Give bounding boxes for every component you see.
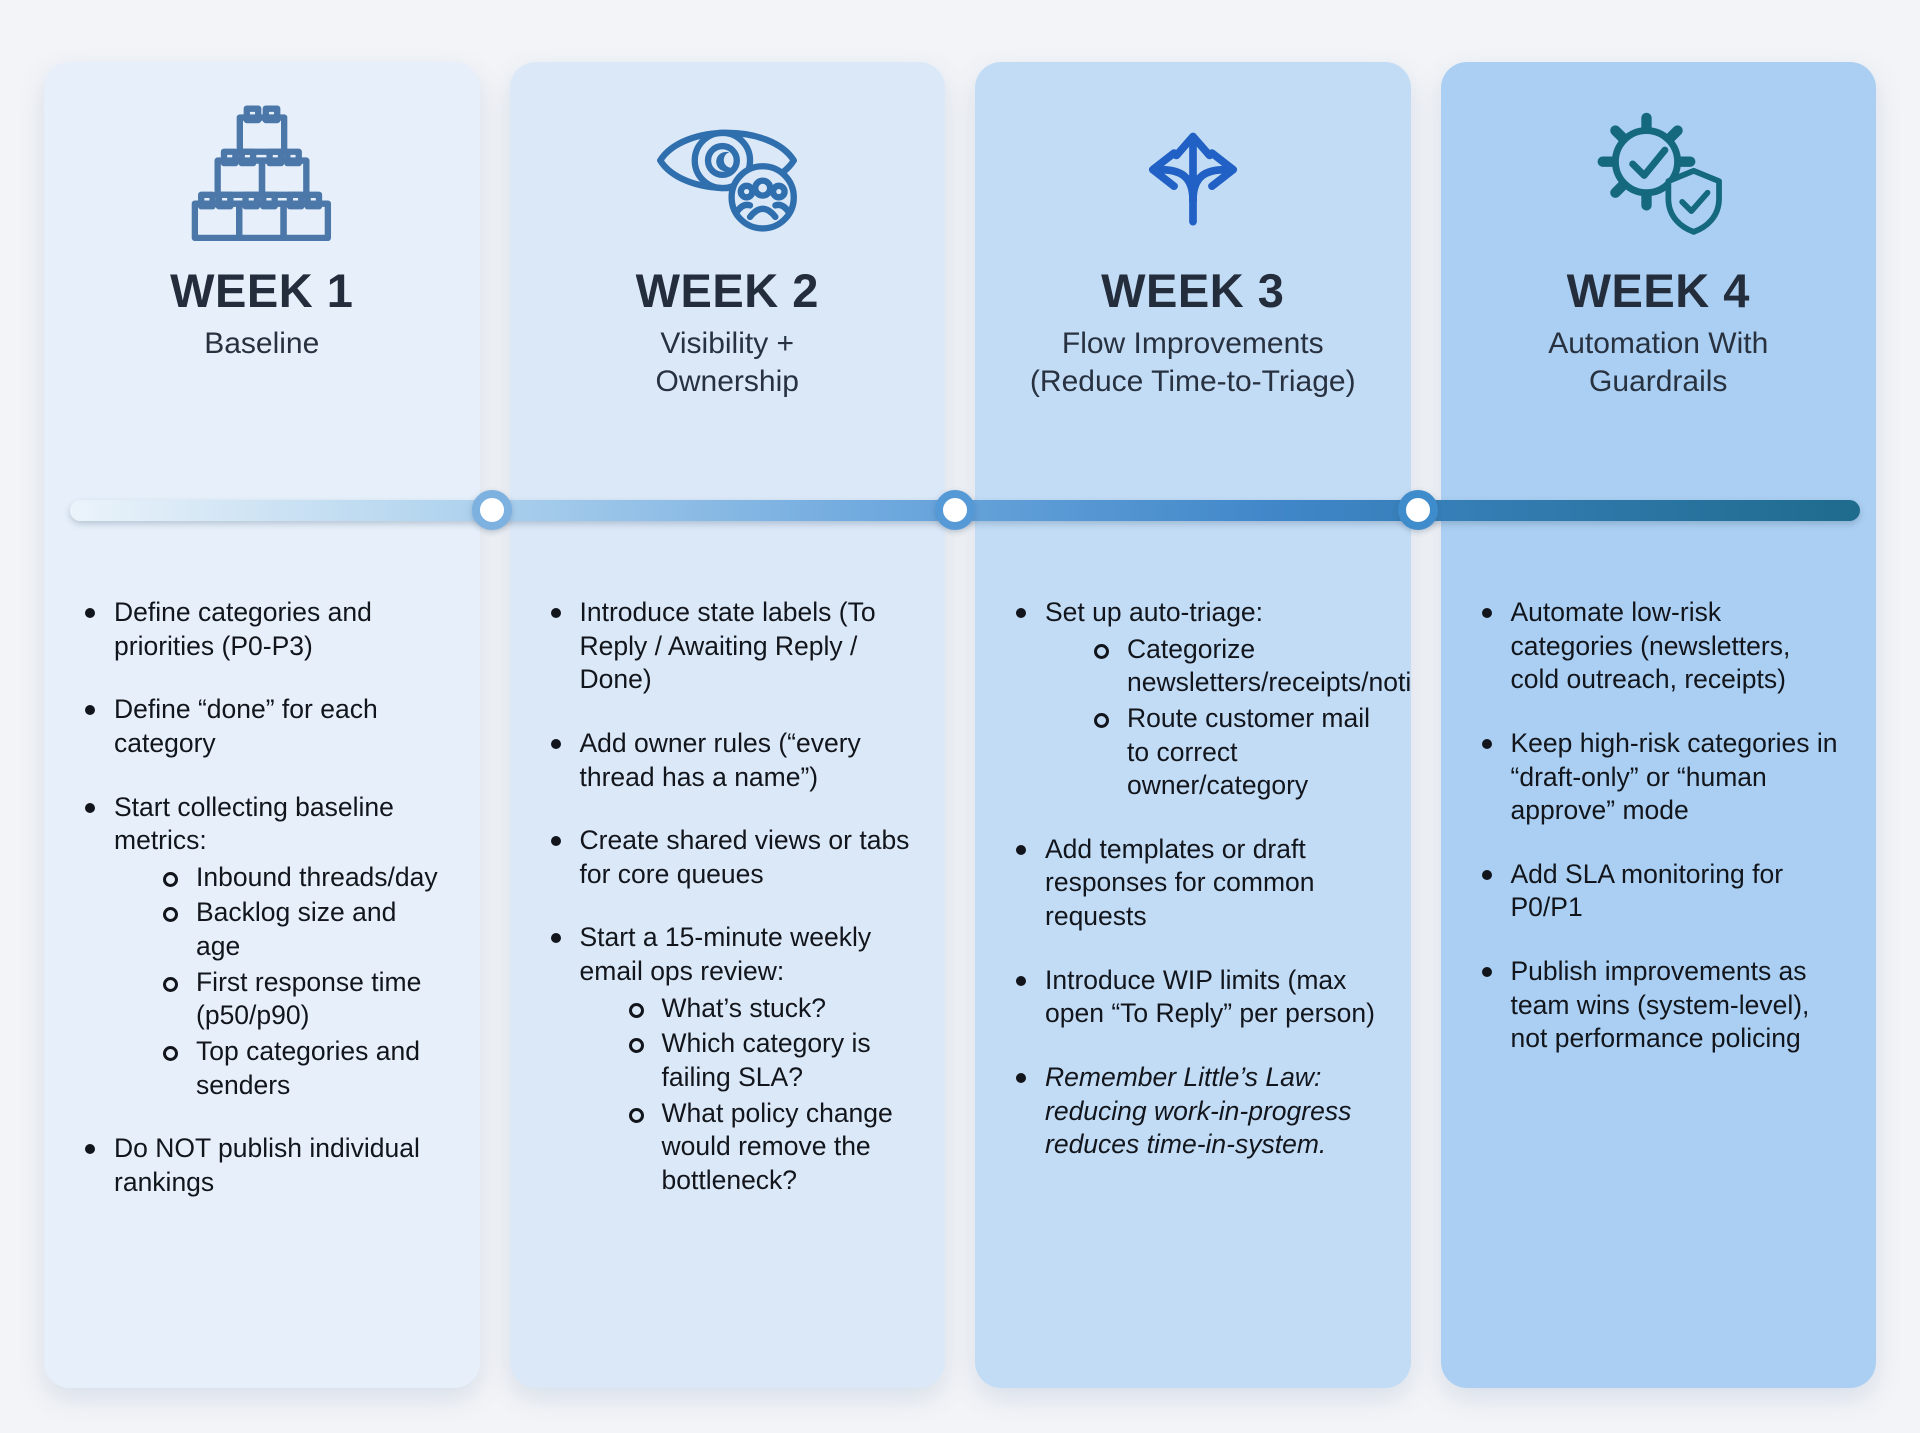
bullet-item: Define categories and priorities (P0-P3) — [77, 596, 447, 663]
sub-bullet-text: Categorize newsletters/receipts/notifica… — [1127, 633, 1411, 698]
task-list: Define categories and priorities (P0-P3)… — [77, 596, 447, 1200]
sub-bullet-text: Inbound threads/day — [196, 861, 438, 892]
task-list: Introduce state labels (To Reply / Await… — [543, 596, 913, 1198]
subtitle-line: Visibility + — [660, 326, 795, 360]
branch-arrows-icon — [1008, 88, 1378, 256]
timeline-node-2 — [935, 490, 976, 530]
sub-task-list: Inbound threads/day Backlog size and age F… — [114, 861, 447, 1102]
timeline-node-3 — [1397, 490, 1438, 530]
bullet-text: Start a 15-minute weekly email ops revie… — [579, 922, 872, 987]
card-header: WEEK 3 Flow Improvements (Reduce Time-to-… — [1008, 88, 1378, 534]
sub-bullet-item: Top categories and senders — [154, 1035, 447, 1102]
week-subtitle: Baseline — [77, 325, 447, 363]
sub-bullet-item: Backlog size and age — [154, 896, 447, 963]
bullet-item: Do NOT publish individual rankings — [77, 1132, 447, 1199]
bullet-item: Introduce state labels (To Reply / Await… — [543, 596, 913, 697]
bullet-item: Publish improvements as team wins (syste… — [1474, 955, 1844, 1056]
bullet-item: Set up auto-triage: Categorize newsletter… — [1008, 596, 1411, 803]
bullet-item: Automate low-risk categories (newsletter… — [1474, 596, 1844, 697]
bullet-text: Add owner rules (“every thread has a nam… — [579, 727, 861, 792]
sub-bullet-text: Backlog size and age — [196, 897, 397, 962]
card-header: WEEK 2 Visibility + Ownership — [543, 88, 913, 534]
building-blocks-icon — [77, 88, 447, 256]
task-list: Set up auto-triage: Categorize newsletter… — [1008, 596, 1411, 1162]
subtitle-line: Guardrails — [1589, 365, 1728, 399]
subtitle-line: Automation With — [1548, 326, 1769, 360]
bullet-text: Define “done” for each category — [114, 694, 378, 758]
week-subtitle: Visibility + Ownership — [543, 325, 913, 402]
bullet-text: Add SLA monitoring for P0/P1 — [1510, 858, 1784, 923]
week-subtitle: Flow Improvements (Reduce Time-to-Triage) — [1008, 325, 1378, 402]
subtitle-line: Baseline — [204, 326, 320, 360]
sub-task-list: What’s stuck? Which category is failing S… — [580, 992, 913, 1198]
bullet-text: Introduce WIP limits (max open “To Reply… — [1045, 964, 1375, 1029]
bullet-text: Start collecting baseline metrics: — [114, 791, 394, 856]
week-title: WEEK 3 — [1101, 264, 1285, 317]
bullet-text: Introduce state labels (To Reply / Await… — [579, 597, 876, 695]
timeline-node-1 — [472, 490, 513, 530]
bullet-text: Add templates or draft responses for com… — [1045, 833, 1315, 932]
sub-bullet-item: What’s stuck? — [620, 992, 913, 1026]
card-week-1: WEEK 1 Baseline Define categories and pr… — [44, 62, 480, 1388]
bullet-text: Publish improvements as team wins (syste… — [1510, 956, 1810, 1054]
sub-bullet-text: What’s stuck? — [661, 992, 826, 1023]
bullet-item: Define “done” for each category — [77, 693, 447, 760]
bullet-item: Start a 15-minute weekly email ops revie… — [543, 921, 913, 1197]
sub-bullet-text: First response time (p50/p90) — [196, 966, 422, 1031]
bullet-item: Add SLA monitoring for P0/P1 — [1474, 858, 1844, 925]
card-header: WEEK 4 Automation With Guardrails — [1474, 88, 1844, 534]
sub-bullet-text: Which category is failing SLA? — [661, 1028, 871, 1093]
bullet-item: Remember Little’s Law: reducing work-in-… — [1008, 1061, 1378, 1162]
sub-bullet-text: Top categories and senders — [196, 1036, 420, 1100]
card-week-4: WEEK 4 Automation With Guardrails Automat… — [1440, 62, 1876, 1388]
bullet-item: Start collecting baseline metrics: Inboun… — [77, 791, 447, 1103]
gear-shield-icon — [1474, 88, 1844, 256]
week-title: WEEK 2 — [635, 264, 819, 317]
week-title: WEEK 1 — [170, 264, 354, 317]
sub-bullet-item: Which category is failing SLA? — [620, 1027, 913, 1094]
bullet-text: Set up auto-triage: — [1045, 597, 1264, 627]
bullet-text: Create shared views or tabs for core que… — [579, 825, 910, 889]
sub-bullet-text: Route customer mail to correct owner/cat… — [1127, 702, 1371, 801]
sub-bullet-item: Categorize newsletters/receipts/notifica… — [1085, 633, 1411, 700]
card-header: WEEK 1 Baseline — [77, 88, 447, 534]
bullet-text: Automate low-risk categories (newsletter… — [1510, 597, 1791, 695]
bullet-item: Introduce WIP limits (max open “To Reply… — [1008, 964, 1378, 1031]
sub-bullet-item: First response time (p50/p90) — [154, 966, 447, 1033]
sub-bullet-item: What policy change would remove the bott… — [620, 1097, 913, 1198]
card-week-2: WEEK 2 Visibility + Ownership Introduce s… — [509, 62, 945, 1388]
task-list: Automate low-risk categories (newsletter… — [1474, 596, 1844, 1056]
subtitle-line: Ownership — [655, 365, 799, 399]
bullet-item: Add owner rules (“every thread has a nam… — [543, 727, 913, 794]
bullet-text: Keep high-risk categories in “draft-only… — [1510, 727, 1838, 826]
subtitle-line: Flow Improvements — [1061, 326, 1324, 360]
eye-team-icon — [543, 88, 913, 256]
week-title: WEEK 4 — [1566, 264, 1750, 317]
week-subtitle: Automation With Guardrails — [1474, 325, 1844, 402]
sub-bullet-text: What policy change would remove the bott… — [661, 1097, 893, 1195]
week-cards-row: WEEK 1 Baseline Define categories and pr… — [44, 62, 1876, 1388]
bullet-item: Create shared views or tabs for core que… — [543, 824, 913, 891]
sub-task-list: Categorize newsletters/receipts/notifica… — [1045, 633, 1411, 803]
subtitle-line: (Reduce Time-to-Triage) — [1029, 365, 1356, 399]
bullet-text: Do NOT publish individual rankings — [114, 1133, 420, 1197]
card-week-3: WEEK 3 Flow Improvements (Reduce Time-to-… — [975, 62, 1411, 1388]
sub-bullet-item: Inbound threads/day — [154, 861, 447, 895]
bullet-item: Keep high-risk categories in “draft-only… — [1474, 727, 1844, 828]
sub-bullet-item: Route customer mail to correct owner/cat… — [1085, 702, 1378, 803]
bullet-text: Define categories and priorities (P0-P3) — [114, 597, 372, 661]
bullet-item: Add templates or draft responses for com… — [1008, 833, 1378, 934]
bullet-text: Remember Little’s Law: reducing work-in-… — [1045, 1062, 1352, 1160]
